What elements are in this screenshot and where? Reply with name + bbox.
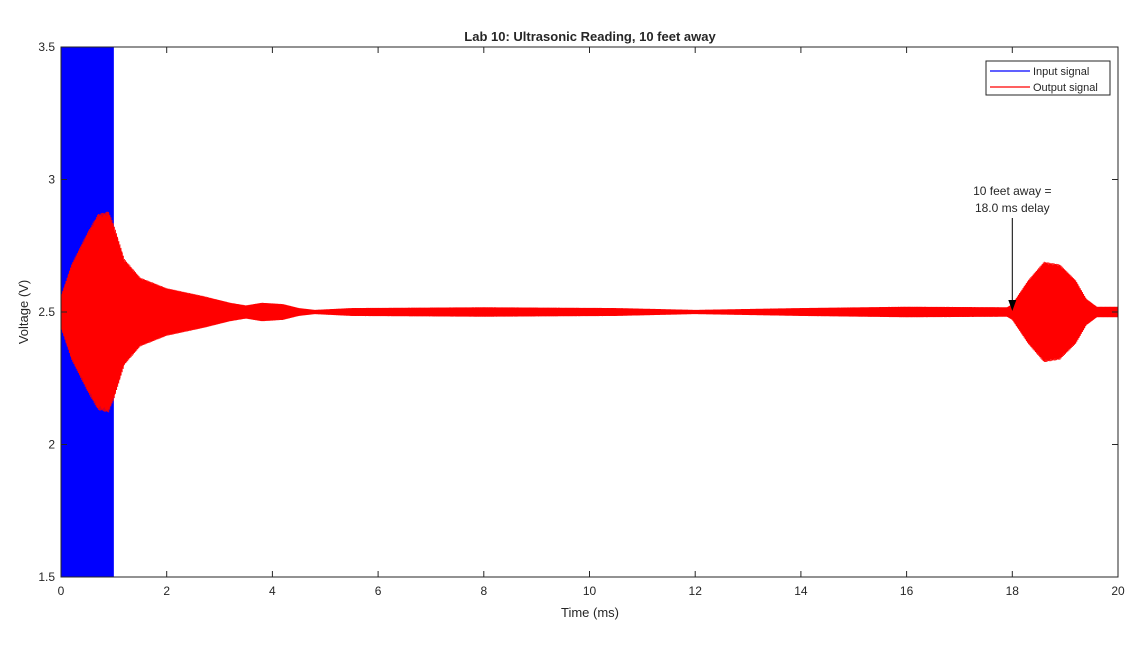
y-tick-label: 3.5 — [38, 40, 55, 54]
x-tick-label: 0 — [58, 584, 65, 598]
x-tick-label: 8 — [480, 584, 487, 598]
x-tick-label: 16 — [900, 584, 914, 598]
legend-label: Input signal — [1033, 66, 1089, 78]
annotation-text: 10 feet away = — [973, 184, 1051, 198]
output-signal-line — [61, 211, 1118, 413]
x-axis-label: Time (ms) — [561, 605, 619, 620]
legend-box — [985, 60, 1111, 96]
x-tick-label: 18 — [1006, 584, 1020, 598]
x-tick-label: 6 — [375, 584, 382, 598]
x-tick-label: 10 — [583, 584, 597, 598]
y-tick-label: 2.5 — [38, 305, 55, 319]
legend: Input signal Output signal — [985, 60, 1111, 96]
annotation-text: 18.0 ms delay — [975, 201, 1050, 215]
x-tick-label: 20 — [1111, 584, 1125, 598]
series-layer — [61, 47, 1118, 577]
x-tick-label: 4 — [269, 584, 276, 598]
annotation-layer: 10 feet away = 18.0 ms delay — [973, 184, 1051, 311]
chart-title: Lab 10: Ultrasonic Reading, 10 feet away — [464, 29, 716, 44]
annotation-arrow-head — [1008, 300, 1017, 311]
x-tick-label: 12 — [689, 584, 703, 598]
y-tick-label: 2 — [48, 438, 55, 452]
y-tick-label: 1.5 — [38, 570, 55, 584]
y-axis-label: Voltage (V) — [16, 280, 31, 344]
x-tick-label: 14 — [794, 584, 808, 598]
x-tick-label: 2 — [163, 584, 170, 598]
y-tick-label: 3 — [48, 173, 55, 187]
legend-label: Output signal — [1033, 82, 1098, 94]
tick-layer: 0 2 4 6 8 10 12 14 16 18 20 1.5 2 2.5 3 3.5 — [38, 40, 1125, 598]
